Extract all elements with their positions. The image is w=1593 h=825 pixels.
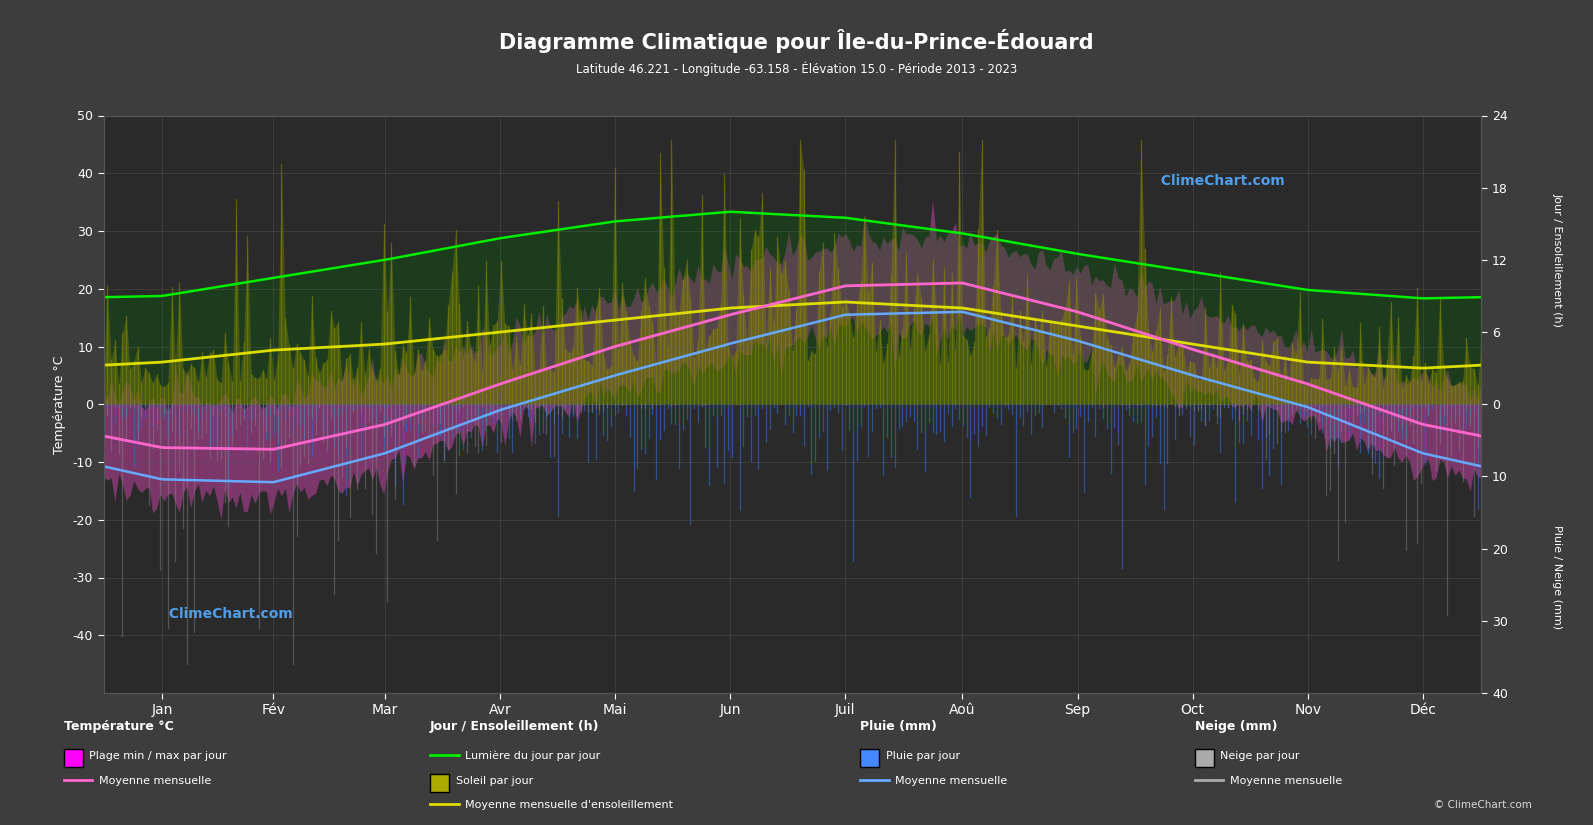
Text: Jour / Ensoleillement (h): Jour / Ensoleillement (h): [1552, 193, 1563, 327]
Text: Latitude 46.221 - Longitude -63.158 - Élévation 15.0 - Période 2013 - 2023: Latitude 46.221 - Longitude -63.158 - Él…: [577, 62, 1016, 77]
Text: Plage min / max par jour: Plage min / max par jour: [89, 751, 226, 761]
Text: Soleil par jour: Soleil par jour: [456, 776, 532, 785]
Text: Jour / Ensoleillement (h): Jour / Ensoleillement (h): [430, 720, 599, 733]
Text: Lumière du jour par jour: Lumière du jour par jour: [465, 751, 601, 761]
Text: Pluie / Neige (mm): Pluie / Neige (mm): [1552, 526, 1563, 629]
Text: Pluie par jour: Pluie par jour: [886, 751, 961, 761]
Text: ClimeChart.com: ClimeChart.com: [159, 607, 293, 621]
Text: Moyenne mensuelle: Moyenne mensuelle: [1230, 776, 1341, 785]
Text: Moyenne mensuelle: Moyenne mensuelle: [895, 776, 1007, 785]
Text: Pluie (mm): Pluie (mm): [860, 720, 937, 733]
Text: Neige par jour: Neige par jour: [1220, 751, 1300, 761]
Text: Moyenne mensuelle d'ensoleillement: Moyenne mensuelle d'ensoleillement: [465, 800, 674, 810]
Text: Diagramme Climatique pour Île-du-Prince-Édouard: Diagramme Climatique pour Île-du-Prince-…: [499, 29, 1094, 53]
Text: Neige (mm): Neige (mm): [1195, 720, 1278, 733]
Text: Moyenne mensuelle: Moyenne mensuelle: [99, 776, 210, 785]
Text: Température °C: Température °C: [64, 720, 174, 733]
Y-axis label: Température °C: Température °C: [53, 355, 65, 454]
Text: © ClimeChart.com: © ClimeChart.com: [1434, 800, 1531, 810]
Text: ClimeChart.com: ClimeChart.com: [1150, 174, 1284, 188]
